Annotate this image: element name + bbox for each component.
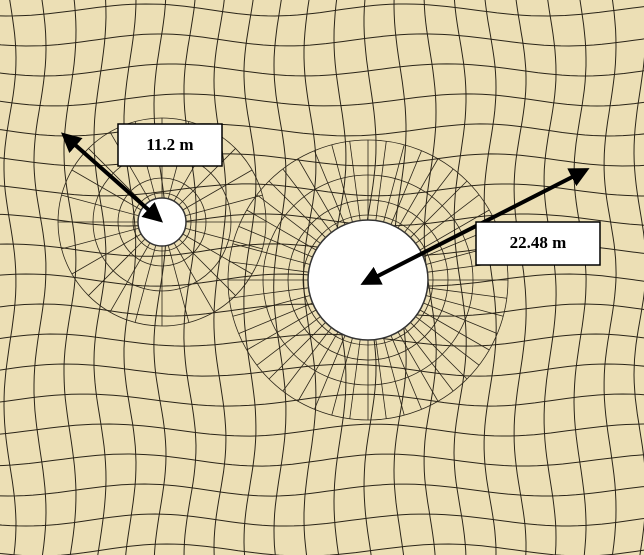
small-radius-label: 11.2 m [146, 135, 193, 154]
large-radius-label: 22.48 m [510, 233, 567, 252]
mesh-diagram: 11.2 m 22.48 m [0, 0, 644, 555]
